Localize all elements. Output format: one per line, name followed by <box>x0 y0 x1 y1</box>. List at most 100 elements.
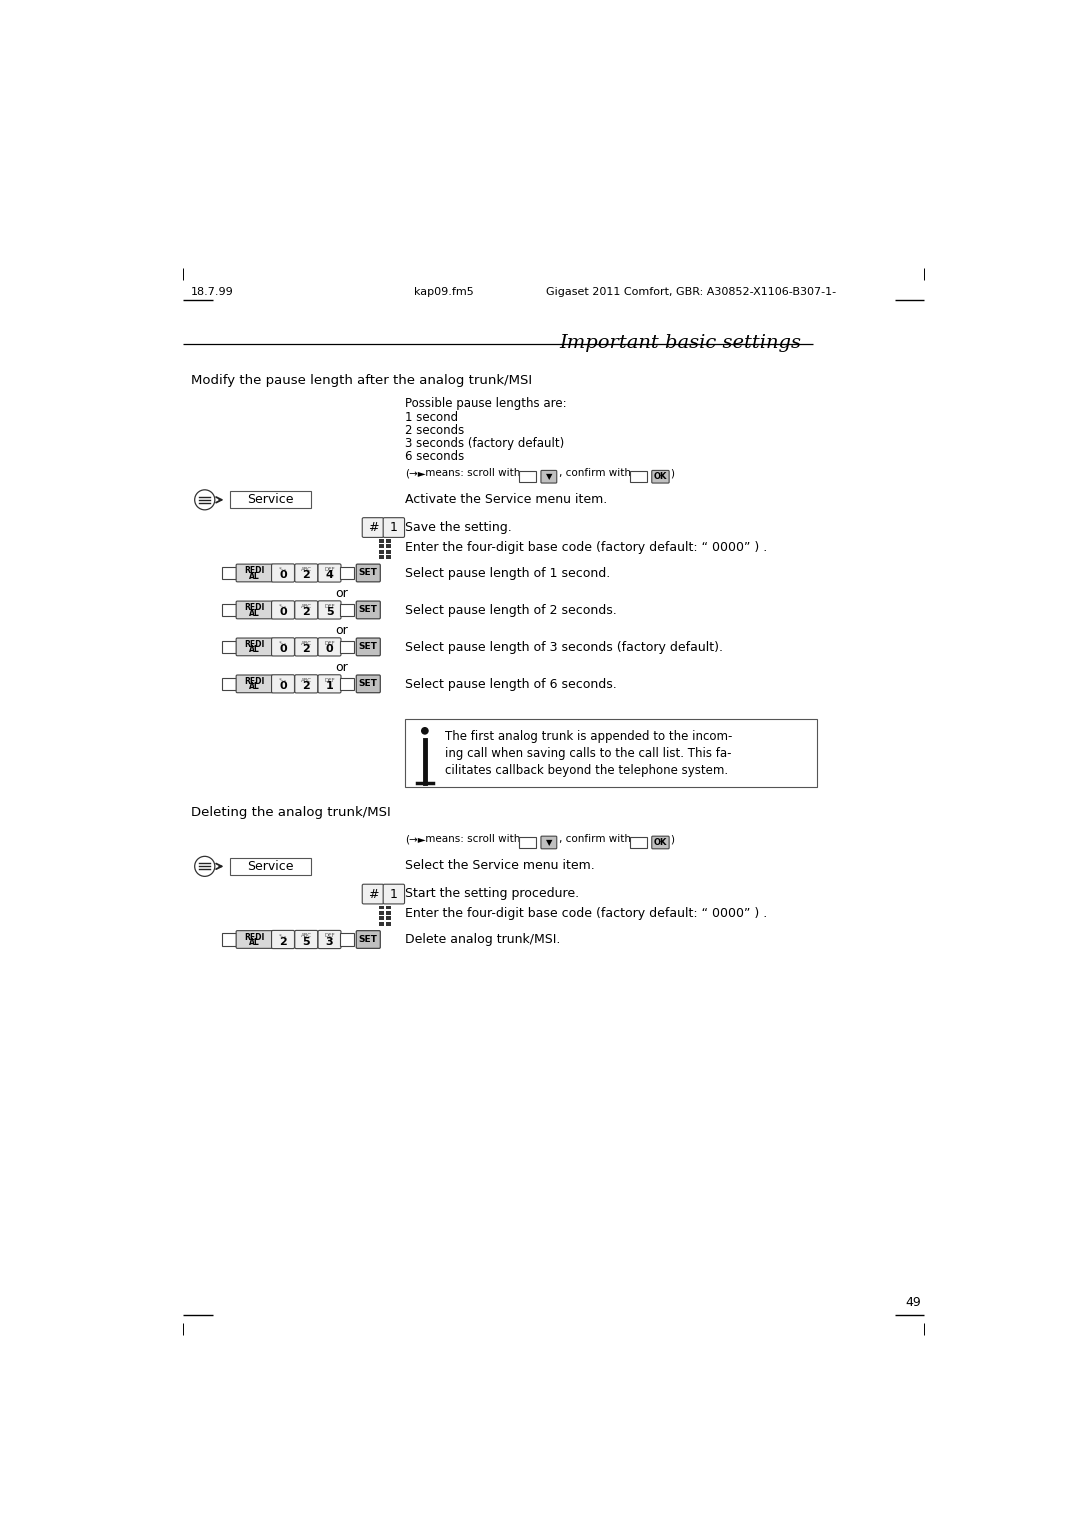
Text: or: or <box>335 623 348 637</box>
Bar <box>339 640 353 652</box>
Bar <box>379 539 383 542</box>
Bar <box>387 544 391 549</box>
FancyBboxPatch shape <box>271 564 295 582</box>
Text: 3: 3 <box>326 937 334 947</box>
Text: ABC: ABC <box>300 934 312 938</box>
Text: 4: 4 <box>325 570 334 581</box>
Text: means: scroll with: means: scroll with <box>422 468 521 478</box>
Text: SET: SET <box>359 680 378 688</box>
Text: Important basic settings: Important basic settings <box>559 333 801 351</box>
Text: Service: Service <box>247 860 294 872</box>
Text: #: # <box>367 521 378 535</box>
FancyBboxPatch shape <box>271 637 295 656</box>
Bar <box>221 567 235 579</box>
FancyBboxPatch shape <box>356 601 380 619</box>
FancyBboxPatch shape <box>356 639 380 656</box>
Text: Modify the pause length after the analog trunk/MSI: Modify the pause length after the analog… <box>191 374 532 387</box>
Bar <box>230 857 311 876</box>
Text: 2: 2 <box>302 645 310 654</box>
FancyBboxPatch shape <box>318 637 341 656</box>
Text: 1 second: 1 second <box>405 411 458 423</box>
Text: Enter the four-digit base code (factory default: “ 0000” ) .: Enter the four-digit base code (factory … <box>405 541 767 553</box>
Text: DEF: DEF <box>324 640 335 645</box>
Text: REDI: REDI <box>244 677 265 686</box>
Text: 0: 0 <box>280 607 287 617</box>
Bar <box>405 720 816 787</box>
FancyBboxPatch shape <box>651 471 670 483</box>
Text: , confirm with: , confirm with <box>559 468 631 478</box>
Text: AL: AL <box>249 608 259 617</box>
Text: REDI: REDI <box>244 604 265 613</box>
Text: Delete analog trunk/MSI.: Delete analog trunk/MSI. <box>405 934 561 946</box>
Bar <box>519 837 537 848</box>
Text: Start the setting procedure.: Start the setting procedure. <box>405 888 579 900</box>
Bar <box>379 550 383 553</box>
Bar <box>221 678 235 691</box>
FancyBboxPatch shape <box>271 675 295 692</box>
Text: 0: 0 <box>326 645 334 654</box>
Bar <box>379 921 383 926</box>
Bar <box>379 906 383 909</box>
Text: Gigaset 2011 Comfort, GBR: A30852-X1106-B307-1-: Gigaset 2011 Comfort, GBR: A30852-X1106-… <box>545 287 836 296</box>
Text: Enter the four-digit base code (factory default: “ 0000” ) .: Enter the four-digit base code (factory … <box>405 908 767 920</box>
Text: *––: *–– <box>279 677 287 683</box>
Text: , confirm with: , confirm with <box>559 834 631 843</box>
Bar <box>519 471 537 483</box>
FancyBboxPatch shape <box>295 637 318 656</box>
Text: AL: AL <box>249 938 259 947</box>
FancyBboxPatch shape <box>237 931 272 949</box>
Text: OK: OK <box>653 837 667 847</box>
FancyBboxPatch shape <box>237 564 272 582</box>
FancyBboxPatch shape <box>356 675 380 692</box>
FancyBboxPatch shape <box>356 931 380 949</box>
Text: 0: 0 <box>280 681 287 691</box>
Text: The first analog trunk is appended to the incom-: The first analog trunk is appended to th… <box>445 730 732 743</box>
Bar <box>387 906 391 909</box>
Text: 0: 0 <box>280 570 287 581</box>
Bar <box>221 934 235 946</box>
Text: ABC: ABC <box>300 567 312 571</box>
Bar <box>387 917 391 920</box>
Bar <box>339 567 353 579</box>
Text: ): ) <box>671 468 675 478</box>
Text: 5: 5 <box>326 607 334 617</box>
FancyBboxPatch shape <box>237 639 272 656</box>
Bar <box>387 911 391 915</box>
Text: 5: 5 <box>302 937 310 947</box>
FancyBboxPatch shape <box>318 564 341 582</box>
FancyBboxPatch shape <box>362 885 383 905</box>
Text: ▼: ▼ <box>545 472 552 481</box>
FancyBboxPatch shape <box>383 518 405 538</box>
Text: Deleting the analog trunk/MSI: Deleting the analog trunk/MSI <box>191 805 391 819</box>
Text: ): ) <box>671 834 675 843</box>
Text: 18.7.99: 18.7.99 <box>191 287 233 296</box>
FancyBboxPatch shape <box>318 601 341 619</box>
Text: DEF: DEF <box>324 934 335 938</box>
FancyBboxPatch shape <box>295 675 318 692</box>
Text: or: or <box>335 587 348 601</box>
Bar <box>631 837 647 848</box>
Text: OK: OK <box>653 472 667 481</box>
Bar <box>387 550 391 553</box>
Text: cilitates callback beyond the telephone system.: cilitates callback beyond the telephone … <box>445 764 728 776</box>
Text: #: # <box>367 888 378 900</box>
Text: 2: 2 <box>302 607 310 617</box>
Text: 2: 2 <box>302 681 310 691</box>
Text: 1: 1 <box>390 888 397 900</box>
Text: Select pause length of 2 seconds.: Select pause length of 2 seconds. <box>405 604 617 617</box>
Text: 6 seconds: 6 seconds <box>405 449 464 463</box>
Text: 3 seconds (factory default): 3 seconds (factory default) <box>405 437 564 449</box>
FancyBboxPatch shape <box>362 518 383 538</box>
Bar <box>339 678 353 691</box>
Text: DEF: DEF <box>324 567 335 571</box>
FancyBboxPatch shape <box>541 471 557 483</box>
Bar <box>221 640 235 652</box>
Text: Select the Service menu item.: Select the Service menu item. <box>405 859 594 872</box>
Bar <box>387 555 391 559</box>
FancyBboxPatch shape <box>271 601 295 619</box>
Text: REDI: REDI <box>244 567 265 575</box>
Text: AL: AL <box>249 683 259 692</box>
Text: 2: 2 <box>279 937 287 947</box>
Text: means: scroll with: means: scroll with <box>422 834 521 843</box>
Circle shape <box>194 856 215 877</box>
